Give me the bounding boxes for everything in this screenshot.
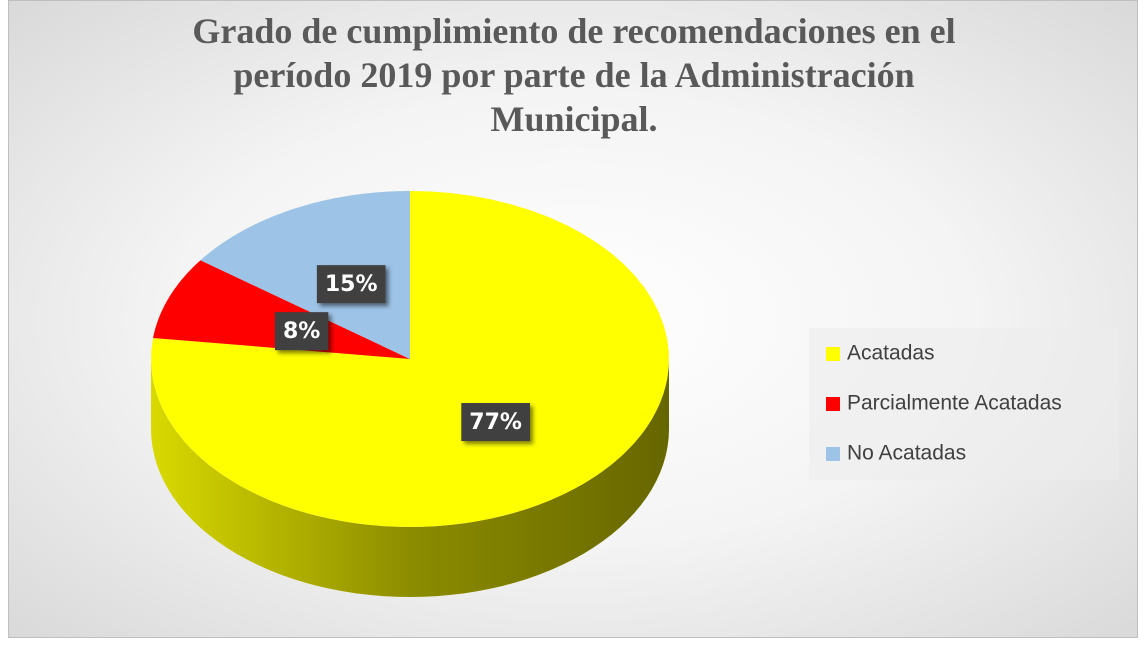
pie-slice: [151, 191, 669, 527]
data-label: 77%: [469, 410, 522, 435]
legend-label: Acatadas: [847, 342, 935, 365]
legend-swatch: [826, 347, 840, 361]
data-label-box: [274, 312, 329, 351]
legend-label: Parcialmente Acatadas: [847, 392, 1062, 415]
data-label-box: [461, 403, 530, 442]
slice-side-shade: [151, 359, 669, 597]
chart: 77% 8%15% Acatadas Parcialmente Acatadas No …: [151, 191, 1119, 597]
legend-box: [809, 328, 1119, 480]
legend-label: No Acatadas: [847, 442, 966, 465]
chart-area: Grado de cumplimiento de recomendaciones…: [8, 0, 1138, 638]
data-label: 15%: [325, 272, 378, 297]
data-label: 8%: [283, 319, 320, 344]
pie-slice: [153, 260, 410, 359]
data-label-box: [316, 265, 386, 304]
pie-slice: [200, 191, 410, 359]
legend-swatch: [826, 397, 840, 411]
legend-swatch: [826, 447, 840, 461]
chart-title: Grado de cumplimiento de recomendaciones…: [192, 11, 956, 139]
